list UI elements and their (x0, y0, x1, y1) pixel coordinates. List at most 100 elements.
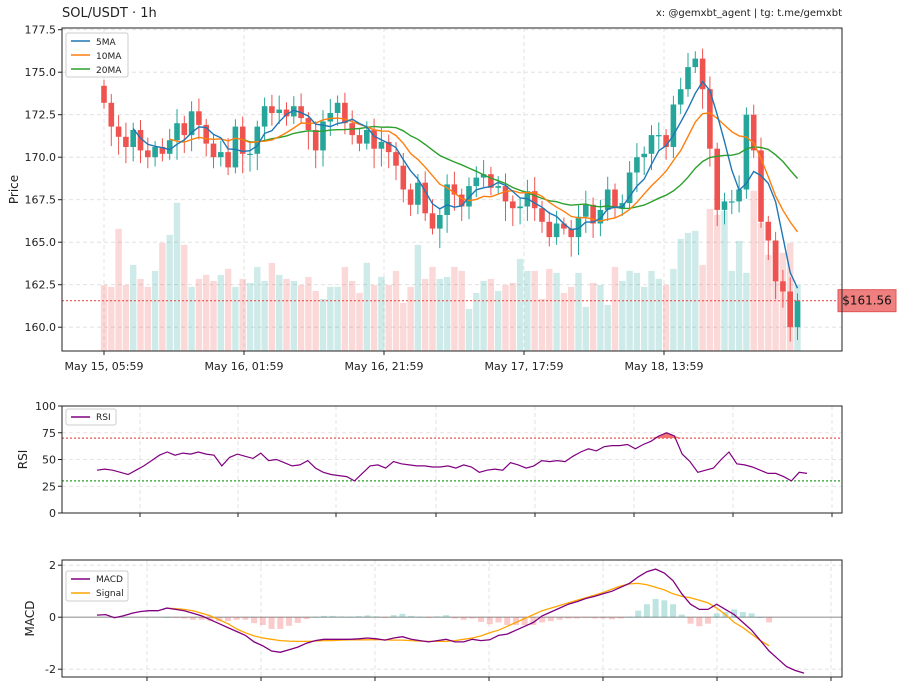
volume-bar (422, 278, 429, 351)
candle-body (597, 209, 604, 224)
macd-histogram-bar (390, 615, 397, 618)
price-tick-label: 165.0 (25, 236, 57, 249)
price-frame (61, 27, 843, 352)
candle-body (546, 221, 553, 238)
macd-histogram-bar (443, 615, 450, 618)
macd-histogram-bar (704, 617, 711, 624)
chart-title: SOL/USDT · 1h (62, 6, 157, 21)
candle-body (721, 201, 728, 210)
candle-body (531, 191, 538, 209)
candle-body (495, 186, 501, 188)
volume-bar (575, 272, 582, 351)
volume-bar (130, 264, 137, 351)
volume-bar (261, 280, 268, 351)
macd-histogram-bar (626, 616, 633, 618)
time-tick-label: May 15, 05:59 (65, 360, 144, 373)
macd-histogram-bar (748, 613, 755, 618)
volume-bar (524, 270, 531, 351)
volume-bar (531, 270, 538, 351)
price-axis-title: Price (7, 175, 21, 204)
candle-body (692, 58, 699, 68)
macd-histogram-bar (224, 617, 231, 622)
candle-body (385, 141, 392, 153)
volume-bar (115, 228, 122, 351)
volume-bar (735, 240, 743, 351)
volume-bar (714, 214, 721, 351)
macd-histogram-bar (190, 617, 197, 620)
macd-frame (61, 559, 843, 678)
macd-histogram-bar (757, 617, 764, 618)
candle-body (677, 89, 684, 105)
candle-body (159, 147, 166, 154)
candle-body (356, 135, 363, 144)
macd-histogram-bar (539, 617, 546, 623)
volume-bar (516, 258, 524, 351)
volume-bar (604, 304, 611, 351)
rsi-tick-label: 0 (49, 507, 56, 520)
macd-histogram-bar (320, 615, 327, 618)
time-tick-label: May 16, 01:59 (205, 360, 284, 373)
volume-bar (305, 276, 312, 351)
candle-body (473, 177, 480, 187)
macd-histogram-bar (739, 612, 746, 618)
volume-bar (560, 292, 568, 351)
volume-bar (334, 286, 341, 351)
candle-body (787, 291, 793, 328)
macd-histogram-bar (329, 615, 336, 618)
candle-body (670, 104, 677, 147)
candle-body (743, 114, 750, 190)
candle-body (517, 206, 523, 209)
candle-body (714, 148, 720, 210)
volume-bar (765, 254, 772, 351)
candle-body (174, 123, 180, 141)
volume-bar (217, 274, 224, 351)
candle-body (115, 126, 122, 137)
candle-body (247, 153, 253, 155)
candle-body (685, 67, 691, 90)
price-tick-label: 172.5 (25, 109, 57, 122)
volume-bar (349, 280, 356, 351)
rsi-overbought-fill (650, 432, 683, 439)
candle-body (656, 135, 662, 137)
candle-body (750, 114, 757, 151)
volume-bar (568, 286, 575, 351)
candle-body (334, 102, 341, 113)
volume-bar (378, 276, 385, 351)
macd-histogram-bar (687, 617, 694, 624)
volume-bar (327, 286, 334, 351)
candle-body (342, 102, 348, 124)
price-legend-box (65, 32, 129, 78)
macd-histogram-bar (678, 614, 685, 618)
macd-histogram-bar (530, 617, 537, 625)
rsi-legend-box (65, 408, 117, 426)
candle-body (152, 147, 158, 158)
candle-body (145, 150, 151, 158)
volume-bar (166, 234, 173, 351)
candle-body (393, 152, 399, 166)
volume-bar (210, 280, 217, 351)
candle-body (758, 150, 764, 222)
volume-bar (495, 290, 502, 351)
candle-body (780, 281, 786, 292)
candle-body (553, 223, 560, 238)
macd-histogram-bar (713, 613, 720, 618)
candle-body (444, 184, 450, 215)
candle-body (568, 228, 574, 238)
volume-bar (451, 266, 458, 351)
volume-bar (385, 284, 392, 351)
candle-body (269, 106, 275, 113)
macd-histogram-bar (574, 617, 581, 619)
time-tick-label: May 18, 13:59 (625, 360, 704, 373)
ma10-line (169, 112, 799, 233)
candle-body (583, 204, 589, 217)
candle-body (210, 143, 217, 158)
macd-histogram-bar (268, 617, 275, 629)
macd-histogram-bar (617, 617, 624, 619)
volume-bar (414, 244, 422, 351)
macd-histogram-bar (399, 613, 406, 618)
candle-body (232, 126, 239, 168)
candle-body (626, 172, 633, 204)
macd-histogram-bar (600, 617, 607, 619)
macd-histogram-bar (504, 617, 511, 625)
volume-bar (246, 282, 254, 351)
